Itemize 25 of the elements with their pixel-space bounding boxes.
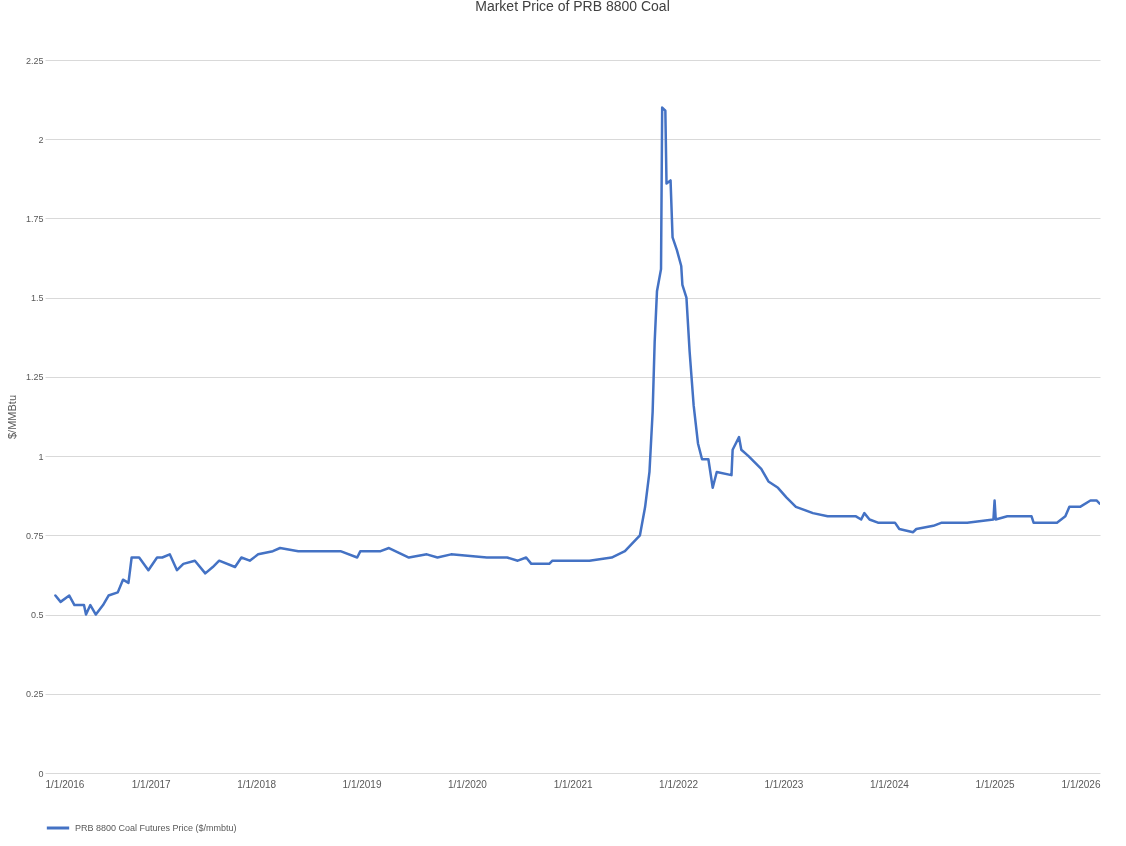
y-axis-title: $/MMBtu [5, 394, 18, 440]
y-tick-label: 2.25 [25, 55, 44, 66]
x-tick-label: 1/1/2019 [342, 778, 382, 790]
x-tick-label: 1/1/2016 [45, 778, 85, 790]
y-tick-label: 0.5 [30, 610, 44, 621]
x-tick-label: 1/1/2024 [869, 778, 910, 790]
line-series [54, 106, 1100, 616]
y-tick-label: 0.25 [25, 689, 44, 700]
x-tick-label: 1/1/2021 [553, 778, 594, 790]
chart-title: Market Price of PRB 8800 Coal [475, 0, 670, 14]
x-tick-label: 1/1/2017 [131, 778, 172, 790]
x-tick-label: 1/1/2025 [975, 778, 1015, 790]
y-tick-label: 1.75 [25, 213, 44, 224]
legend-label: PRB 8800 Coal Futures Price ($/mmbtu) [75, 823, 237, 833]
x-tick-label: 1/1/2018 [237, 778, 277, 790]
y-tick-label: 0.75 [25, 530, 44, 541]
x-tick-label: 1/1/2026 [1061, 778, 1101, 790]
x-tick-label: 1/1/2022 [659, 778, 699, 790]
y-tick-label: 1.25 [25, 372, 44, 383]
y-tick-label: 2 [38, 134, 44, 145]
y-tick-label: 1.5 [30, 293, 44, 304]
y-tick-label: 1 [38, 451, 44, 462]
y-tick-label: 0 [38, 768, 44, 779]
x-tick-label: 1/1/2023 [764, 778, 804, 790]
x-tick-label: 1/1/2020 [447, 778, 488, 790]
